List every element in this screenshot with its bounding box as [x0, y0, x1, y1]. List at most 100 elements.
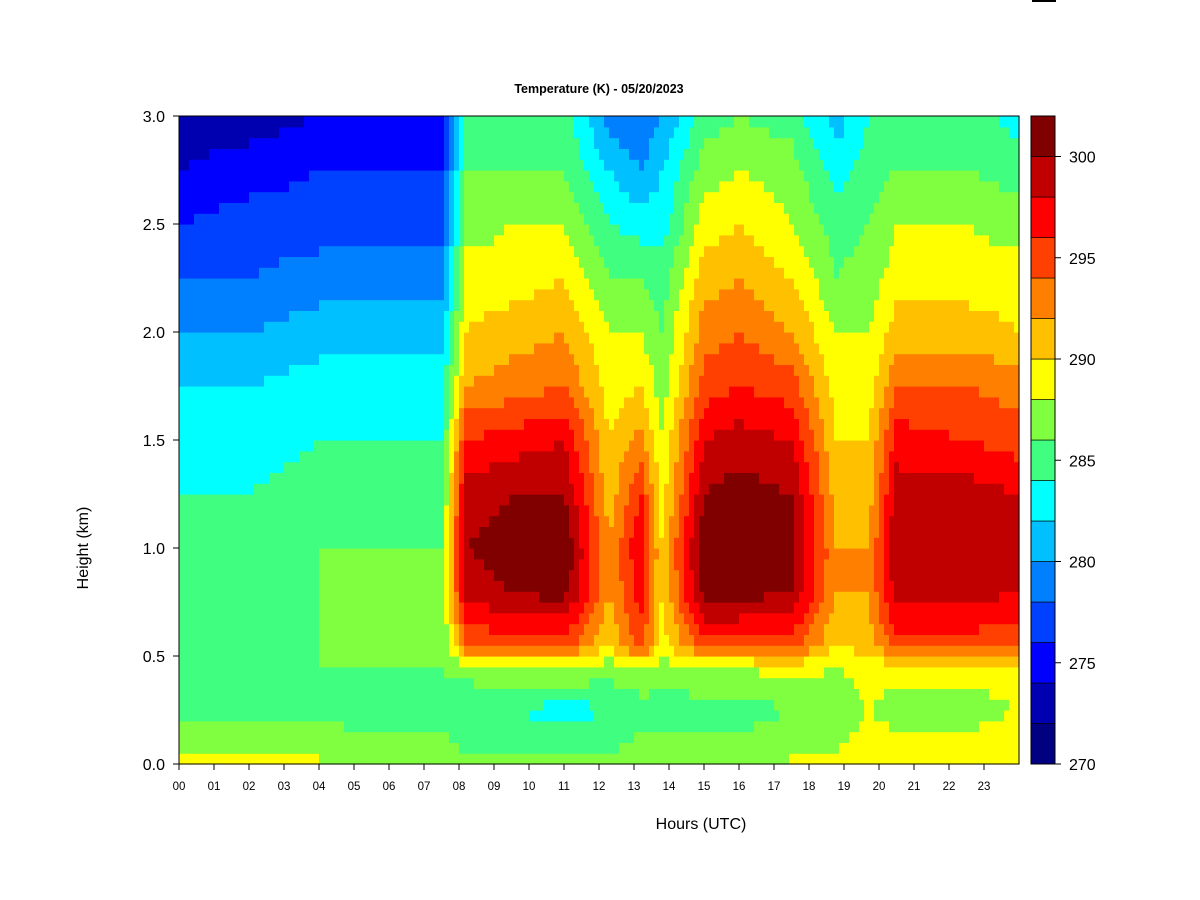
heatmap-cell: [199, 526, 205, 538]
heatmap-cell: [544, 375, 550, 387]
heatmap-cell: [349, 310, 355, 322]
heatmap-cell: [194, 548, 200, 560]
heatmap-cell: [384, 720, 390, 733]
heatmap-cell: [369, 386, 375, 398]
heatmap-cell: [529, 342, 535, 355]
heatmap-cell: [559, 569, 565, 581]
heatmap-cell: [464, 332, 470, 344]
heatmap-cell: [214, 742, 220, 754]
heatmap-cell: [269, 299, 275, 311]
heatmap-cell: [559, 602, 565, 614]
heatmap-cell: [389, 353, 395, 365]
heatmap-cell: [194, 245, 200, 257]
heatmap-cell: [209, 191, 215, 203]
heatmap-cell: [544, 580, 550, 592]
heatmap-cell: [339, 688, 345, 700]
heatmap-cell: [344, 472, 350, 484]
heatmap-cell: [264, 267, 270, 279]
heatmap-cell: [344, 753, 350, 765]
heatmap-cell: [349, 267, 355, 279]
heatmap-cell: [529, 580, 535, 592]
heatmap-cell: [374, 537, 380, 549]
heatmap-cell: [214, 364, 220, 376]
heatmap-cell: [544, 558, 550, 571]
heatmap-cell: [269, 472, 275, 484]
heatmap-cell: [349, 742, 355, 754]
heatmap-cell: [184, 245, 190, 257]
heatmap-cell: [334, 677, 340, 689]
heatmap-cell: [414, 472, 420, 484]
heatmap-cell: [314, 548, 320, 560]
heatmap-cell: [474, 267, 480, 279]
heatmap-cell: [524, 688, 530, 700]
heatmap-cell: [379, 450, 385, 463]
heatmap-cell: [339, 569, 345, 581]
heatmap-cell: [544, 720, 550, 733]
heatmap-cell: [594, 753, 600, 765]
heatmap-cell: [229, 396, 235, 409]
heatmap-cell: [269, 278, 275, 290]
heatmap-cell: [244, 234, 250, 247]
heatmap-cell: [519, 353, 525, 365]
heatmap-cell: [279, 688, 285, 700]
heatmap-cell: [299, 569, 305, 581]
heatmap-cell: [294, 580, 300, 592]
heatmap-cell: [554, 245, 560, 257]
heatmap-cell: [294, 170, 300, 182]
heatmap-cell: [364, 310, 370, 322]
heatmap-cell: [434, 666, 440, 679]
heatmap-cell: [544, 364, 550, 376]
heatmap-cell: [199, 440, 205, 452]
heatmap-cell: [399, 569, 405, 581]
heatmap-cell: [574, 234, 580, 247]
heatmap-cell: [429, 429, 435, 441]
heatmap-cell: [204, 353, 210, 365]
heatmap-cell: [329, 731, 335, 743]
heatmap-cell: [509, 170, 515, 182]
heatmap-cell: [254, 634, 260, 646]
heatmap-cell: [294, 548, 300, 560]
heatmap-cell: [564, 245, 570, 257]
heatmap-cell: [234, 580, 240, 592]
heatmap-cell: [529, 483, 535, 495]
heatmap-cell: [374, 375, 380, 387]
heatmap-cell: [234, 429, 240, 441]
heatmap-cell: [539, 623, 545, 635]
heatmap-cell: [299, 677, 305, 689]
heatmap-cell: [299, 429, 305, 441]
heatmap-cell: [524, 418, 530, 430]
heatmap-cell: [534, 483, 540, 495]
heatmap-cell: [269, 666, 275, 679]
heatmap-cell: [504, 688, 510, 700]
heatmap-cell: [574, 418, 580, 430]
heatmap-cell: [239, 299, 245, 311]
heatmap-cell: [319, 245, 325, 257]
heatmap-cell: [454, 126, 460, 139]
heatmap-cell: [379, 299, 385, 311]
heatmap-cell: [349, 656, 355, 668]
heatmap-cell: [509, 224, 515, 236]
heatmap-cell: [354, 191, 360, 203]
heatmap-cell: [314, 591, 320, 603]
heatmap-cell: [354, 234, 360, 247]
heatmap-cell: [514, 321, 520, 333]
heatmap-cell: [574, 472, 580, 484]
heatmap-cell: [369, 116, 375, 128]
heatmap-cell: [319, 656, 325, 668]
heatmap-cell: [299, 278, 305, 290]
heatmap-cell: [339, 699, 345, 711]
heatmap-cell: [209, 126, 215, 139]
heatmap-cell: [459, 569, 465, 581]
heatmap-cell: [359, 396, 365, 409]
heatmap-cell: [539, 418, 545, 430]
heatmap-cell: [374, 450, 380, 463]
heatmap-cell: [514, 202, 520, 214]
heatmap-cell: [214, 710, 220, 722]
heatmap-cell: [449, 245, 455, 257]
heatmap-cell: [519, 699, 525, 711]
heatmap-cell: [389, 148, 395, 160]
heatmap-cell: [199, 407, 205, 419]
heatmap-cell: [289, 645, 295, 657]
heatmap-cell: [534, 494, 540, 506]
heatmap-cell: [399, 731, 405, 743]
